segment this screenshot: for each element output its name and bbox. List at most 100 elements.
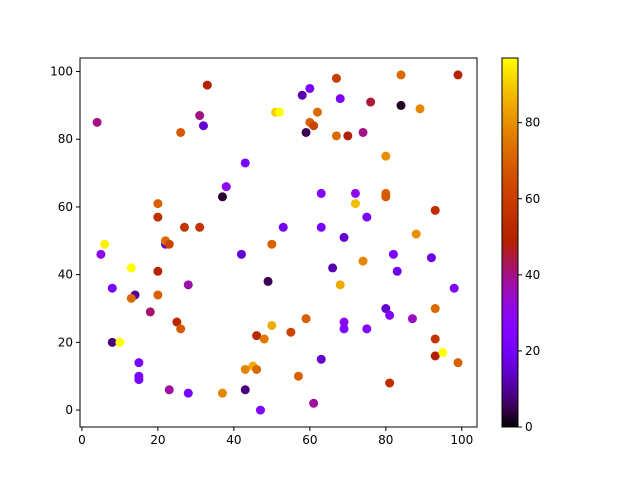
point <box>252 331 262 341</box>
point <box>107 283 117 293</box>
point <box>274 107 284 117</box>
point <box>297 90 307 100</box>
point <box>449 283 459 293</box>
point <box>316 188 326 198</box>
point <box>309 121 319 131</box>
point <box>358 256 368 266</box>
point <box>331 73 341 83</box>
point <box>316 354 326 364</box>
point <box>96 249 106 259</box>
point <box>301 314 311 324</box>
point <box>335 94 345 104</box>
point <box>183 388 193 398</box>
point <box>126 263 136 273</box>
point <box>278 222 288 232</box>
y-tick-label: 40 <box>58 268 73 282</box>
point <box>362 212 372 222</box>
point <box>350 188 360 198</box>
point <box>252 364 262 374</box>
point <box>134 375 144 385</box>
point <box>415 104 425 114</box>
x-tick-label: 80 <box>378 433 393 447</box>
point <box>309 398 319 408</box>
point <box>381 151 391 161</box>
point <box>385 378 395 388</box>
point <box>153 212 163 222</box>
point <box>358 127 368 137</box>
point <box>115 337 125 347</box>
point <box>362 324 372 334</box>
point <box>335 280 345 290</box>
point <box>388 249 398 259</box>
point <box>392 266 402 276</box>
point <box>305 83 315 93</box>
point <box>267 320 277 330</box>
colorbar <box>501 57 519 428</box>
point <box>107 337 117 347</box>
points <box>92 70 463 415</box>
x-tick-label: 0 <box>78 433 86 447</box>
axes-frame <box>79 57 478 428</box>
point <box>164 239 174 249</box>
point <box>328 263 338 273</box>
x-tick-label: 60 <box>302 433 317 447</box>
point <box>153 266 163 276</box>
point <box>430 351 440 361</box>
point <box>301 127 311 137</box>
point <box>396 70 406 80</box>
point <box>430 205 440 215</box>
point <box>100 239 110 249</box>
colorbar-tick-label: 0 <box>525 420 533 434</box>
point <box>179 222 189 232</box>
point <box>236 249 246 259</box>
point <box>195 222 205 232</box>
colorbar-tick-label: 80 <box>525 116 540 130</box>
colorbar-tick-label: 60 <box>525 192 540 206</box>
point <box>255 405 265 415</box>
point <box>176 127 186 137</box>
colorbar-tick-label: 20 <box>525 344 540 358</box>
point <box>134 358 144 368</box>
point <box>183 280 193 290</box>
point <box>453 358 463 368</box>
point <box>385 310 395 320</box>
point <box>396 100 406 110</box>
point <box>339 232 349 242</box>
point <box>240 364 250 374</box>
point <box>259 334 269 344</box>
point <box>430 304 440 314</box>
point <box>217 388 227 398</box>
point <box>202 80 212 90</box>
point <box>153 199 163 209</box>
point <box>176 324 186 334</box>
point <box>198 121 208 131</box>
point <box>407 314 417 324</box>
point <box>381 192 391 202</box>
y-tick-label: 60 <box>58 200 73 214</box>
point <box>438 348 448 358</box>
point <box>339 324 349 334</box>
y-tick-label: 20 <box>58 335 73 349</box>
y-tick-label: 100 <box>50 65 73 79</box>
point <box>381 304 391 314</box>
point <box>430 334 440 344</box>
point <box>453 70 463 80</box>
point <box>240 158 250 168</box>
point <box>145 307 155 317</box>
point <box>195 111 205 121</box>
y-tick-label: 80 <box>58 132 73 146</box>
point <box>411 229 421 239</box>
x-tick-label: 100 <box>450 433 473 447</box>
point <box>172 317 182 327</box>
point <box>126 293 136 303</box>
point <box>312 107 322 117</box>
x-tick-label: 20 <box>150 433 165 447</box>
point <box>343 131 353 141</box>
point <box>164 385 174 395</box>
point <box>331 131 341 141</box>
point <box>316 222 326 232</box>
point <box>263 276 273 286</box>
point <box>350 199 360 209</box>
y-tick-label: 0 <box>65 403 73 417</box>
